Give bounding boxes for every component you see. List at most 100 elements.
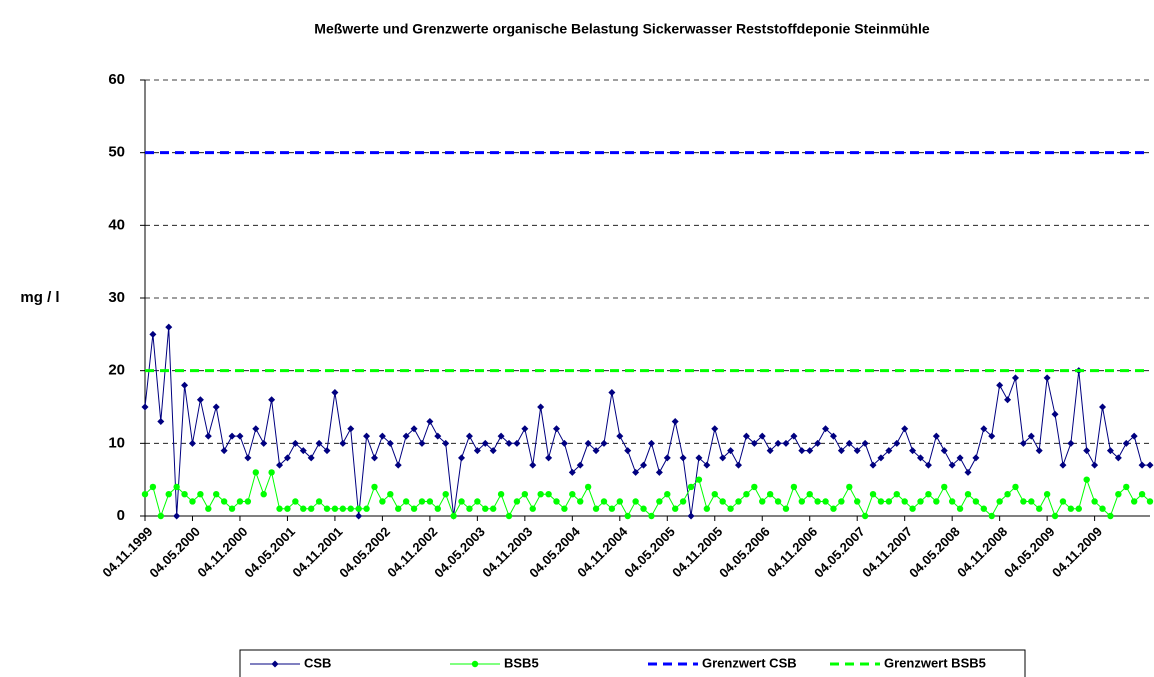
data-point <box>505 512 513 520</box>
data-point <box>759 498 766 505</box>
data-point <box>996 381 1004 389</box>
data-point <box>1004 396 1012 404</box>
data-point <box>822 425 830 433</box>
data-point <box>743 491 750 498</box>
data-point <box>924 461 932 469</box>
data-point <box>220 498 228 505</box>
data-point <box>624 512 631 520</box>
data-point <box>814 498 821 505</box>
data-point <box>165 491 172 498</box>
data-point <box>442 439 450 447</box>
data-point <box>347 425 355 433</box>
y-tick-label: 20 <box>108 362 125 379</box>
data-point <box>790 483 798 491</box>
data-point <box>553 498 560 505</box>
data-point <box>632 468 640 476</box>
data-point <box>521 425 529 433</box>
data-point <box>481 439 489 447</box>
data-point <box>355 512 363 520</box>
y-tick-label: 10 <box>108 434 125 451</box>
data-point <box>838 498 845 505</box>
data-point <box>703 461 711 469</box>
data-point <box>869 461 877 469</box>
data-point <box>695 476 703 483</box>
data-point <box>592 447 600 455</box>
data-point <box>426 498 434 505</box>
data-point <box>917 498 924 505</box>
data-point <box>552 425 560 433</box>
data-point <box>1019 439 1027 447</box>
data-point <box>204 432 212 440</box>
data-point <box>1075 505 1082 512</box>
data-point <box>489 447 497 455</box>
data-point <box>205 505 212 512</box>
data-point <box>719 498 726 505</box>
data-point <box>782 505 790 512</box>
x-tick-label: 04.05.2001 <box>241 524 298 581</box>
data-point <box>149 483 157 491</box>
data-point <box>426 418 434 426</box>
data-point <box>664 491 671 498</box>
data-point <box>339 439 347 447</box>
data-point <box>149 330 157 338</box>
data-point <box>727 447 735 455</box>
data-point <box>450 512 457 520</box>
y-axis-label: mg / l <box>20 289 59 306</box>
data-point <box>830 505 837 512</box>
x-tick-label: 04.05.2004 <box>526 523 583 580</box>
data-point <box>972 454 980 462</box>
legend-marker <box>471 660 479 668</box>
data-point <box>252 425 260 433</box>
data-point <box>307 454 315 462</box>
data-point <box>220 447 228 455</box>
data-point <box>901 498 908 505</box>
data-point <box>861 439 869 447</box>
data-point <box>1138 491 1146 498</box>
data-point <box>1059 498 1067 505</box>
data-point <box>442 491 449 498</box>
data-point <box>188 439 196 447</box>
data-point <box>758 432 766 440</box>
data-point <box>655 468 663 476</box>
x-tick-label: 04.05.2002 <box>336 524 393 581</box>
data-point <box>521 491 529 498</box>
data-point <box>1091 461 1099 469</box>
data-point <box>624 447 632 455</box>
data-point <box>1028 498 1035 505</box>
data-point <box>418 498 426 505</box>
data-point <box>671 505 679 512</box>
data-line <box>144 470 1151 518</box>
data-point <box>252 469 259 476</box>
data-point <box>742 432 750 440</box>
data-point <box>806 491 813 498</box>
x-tick-label: 04.11.2009 <box>1049 524 1105 580</box>
data-point <box>829 432 837 440</box>
data-point <box>568 468 576 476</box>
data-point <box>647 439 655 447</box>
data-point <box>371 483 378 491</box>
data-point <box>363 432 371 440</box>
data-point <box>790 432 798 440</box>
data-point <box>806 447 814 455</box>
data-point <box>600 439 608 447</box>
data-point <box>482 505 489 512</box>
data-point <box>513 439 521 447</box>
legend-box <box>239 649 1026 677</box>
data-point <box>244 454 252 462</box>
data-point <box>1130 432 1138 440</box>
data-point <box>347 505 354 512</box>
data-point <box>529 505 536 512</box>
data-point <box>616 432 624 440</box>
data-point <box>1130 498 1138 505</box>
data-point <box>861 512 869 520</box>
data-point <box>212 403 220 411</box>
data-point <box>956 454 964 462</box>
data-point <box>695 454 703 462</box>
data-point <box>466 505 473 512</box>
data-point <box>141 491 149 498</box>
data-point <box>964 468 972 476</box>
data-point <box>165 323 173 331</box>
data-point <box>1099 505 1106 512</box>
data-point <box>766 491 774 498</box>
data-point <box>798 447 806 455</box>
